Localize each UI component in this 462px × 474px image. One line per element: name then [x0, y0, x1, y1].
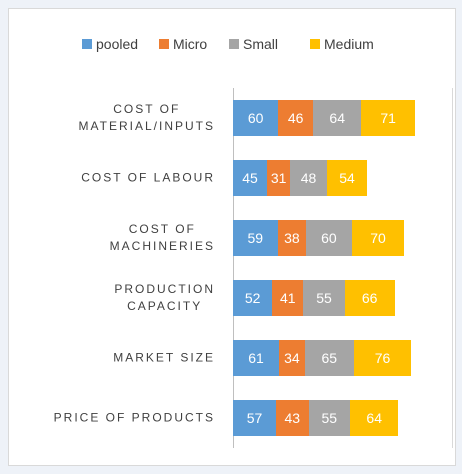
bar-segment: 60 [233, 100, 279, 136]
value-label: 34 [284, 350, 300, 366]
value-label: 70 [370, 230, 386, 246]
value-label: 48 [300, 170, 317, 186]
value-label: 55 [316, 290, 332, 306]
category-label: COST OF LABOUR [81, 170, 215, 185]
category-label: MARKET SIZE [113, 350, 215, 365]
bar-segment: 61 [233, 340, 280, 376]
category-label: PRICE OF PRODUCTS [53, 410, 215, 425]
value-label: 46 [287, 110, 304, 126]
value-label: 66 [361, 290, 378, 306]
category-label: COST OF MATERIAL/INPUTS [78, 102, 215, 133]
value-label: 55 [321, 410, 338, 426]
value-label: 61 [248, 350, 264, 366]
value-label: 52 [244, 290, 261, 306]
bar-segment: 38 [277, 220, 307, 256]
bar-segment: 52 [233, 280, 273, 316]
bar-segment: 71 [361, 100, 415, 136]
legend-swatch [310, 39, 320, 49]
value-label: 60 [247, 110, 264, 126]
legend-label: Micro [173, 36, 208, 52]
bar-segment: 60 [306, 220, 352, 256]
legend-swatch [229, 39, 239, 49]
bar-segment: 64 [350, 400, 399, 436]
legend-item: pooled [82, 36, 138, 52]
value-label: 76 [374, 350, 391, 366]
legend-item: Micro [159, 36, 207, 52]
bar-segment: 65 [304, 340, 354, 376]
legend-swatch [159, 39, 169, 49]
legend-label: Small [243, 36, 279, 52]
value-label: 31 [270, 170, 287, 186]
plot-edge [452, 88, 453, 448]
value-label: 38 [284, 230, 300, 246]
value-label: 64 [329, 110, 345, 126]
bar-segment: 55 [308, 400, 351, 436]
bar-segment: 70 [351, 220, 405, 256]
category-label: COST OF MACHINERIES [109, 222, 215, 253]
value-label: 60 [321, 230, 337, 246]
bar-segment: 54 [326, 160, 368, 196]
bar-segment: 66 [344, 280, 395, 316]
bar-segment: 46 [278, 100, 314, 136]
value-label: 64 [366, 410, 382, 426]
value-label: 41 [279, 290, 296, 306]
bar-segment: 34 [279, 340, 305, 376]
bar-segment: 45 [233, 160, 267, 196]
value-label: 54 [339, 170, 355, 186]
legend-label: Medium [324, 36, 374, 52]
axis-line [233, 88, 234, 448]
bar-segment: 76 [353, 340, 412, 376]
bar-segment: 57 [233, 400, 277, 436]
value-label: 43 [284, 410, 301, 426]
legend-item: Medium [310, 36, 374, 52]
legend-swatch [82, 39, 92, 49]
value-label: 65 [321, 350, 338, 366]
bar-segment: 55 [303, 280, 345, 316]
value-label: 59 [247, 230, 264, 246]
bar-segment: 59 [233, 220, 278, 256]
bar-segment: 43 [276, 400, 309, 436]
bar-segment: 31 [266, 160, 291, 196]
legend-item: Small [229, 36, 278, 52]
category-label: PRODUCTION CAPACITY [114, 282, 215, 313]
value-label: 57 [246, 410, 263, 426]
legend-label: pooled [96, 36, 139, 52]
bar-segment: 64 [313, 100, 362, 136]
bar-segment: 41 [272, 280, 304, 316]
value-label: 45 [242, 170, 258, 186]
value-label: 71 [380, 110, 396, 126]
bar-segment: 48 [290, 160, 327, 196]
